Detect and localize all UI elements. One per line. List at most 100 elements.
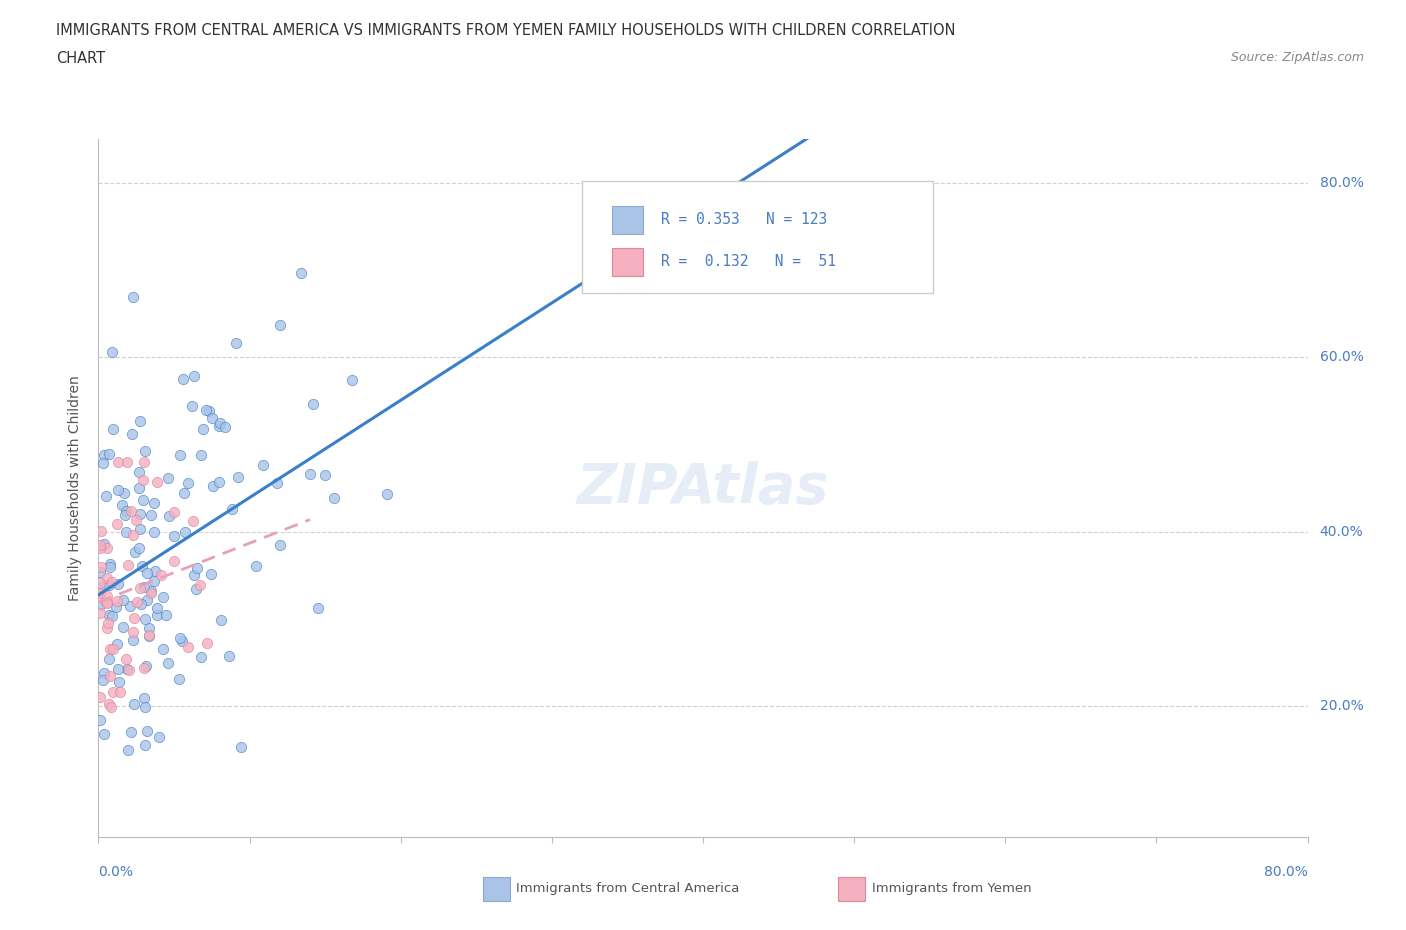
Point [172,371,194,386]
Point [136,592,159,607]
Point [132,691,155,706]
Point [96,571,118,586]
Point [226,470,249,485]
Point [98,652,121,667]
Point [136,566,159,581]
Point [184,581,207,596]
Point [190,649,212,664]
Text: 80.0%: 80.0% [1264,865,1308,879]
Point [118,663,141,678]
Point [195,403,218,418]
Point [104,600,127,615]
Point [98,668,121,683]
Point [121,624,143,639]
FancyBboxPatch shape [838,877,865,901]
Point [107,661,129,676]
Text: IMMIGRANTS FROM CENTRAL AMERICA VS IMMIGRANTS FROM YEMEN FAMILY HOUSEHOLDS WITH : IMMIGRANTS FROM CENTRAL AMERICA VS IMMIG… [56,23,956,38]
Point [163,553,186,568]
Point [94,594,117,609]
Point [132,660,155,675]
Point [122,697,145,711]
Text: 80.0%: 80.0% [1320,176,1364,190]
Point [89,538,111,552]
Point [225,336,247,351]
Point [97,447,120,462]
Text: 40.0%: 40.0% [1320,525,1364,538]
Point [91,673,114,688]
Point [97,615,120,630]
Point [111,619,134,634]
Point [93,727,115,742]
FancyBboxPatch shape [582,181,932,293]
Point [266,476,288,491]
FancyBboxPatch shape [612,206,643,233]
Point [193,421,215,436]
Point [93,666,115,681]
Point [174,525,197,539]
FancyBboxPatch shape [612,247,643,275]
Point [112,485,135,500]
Point [146,607,169,622]
Point [183,369,205,384]
Point [120,599,142,614]
Point [201,478,224,493]
Point [93,537,115,551]
Point [107,674,129,689]
Point [89,606,111,621]
Point [132,473,155,488]
Point [173,485,195,500]
Point [96,595,118,610]
Text: Immigrants from Yemen: Immigrants from Yemen [872,883,1032,895]
Point [128,540,150,555]
Point [146,474,169,489]
Point [107,483,129,498]
Point [138,620,160,635]
Point [314,468,336,483]
Point [138,627,160,642]
Point [115,652,138,667]
Point [111,498,134,512]
Point [117,557,139,572]
Point [128,413,150,428]
Point [150,567,173,582]
Point [96,589,118,604]
Point [90,559,112,574]
Text: CHART: CHART [56,51,105,66]
Text: Source: ZipAtlas.com: Source: ZipAtlas.com [1230,51,1364,64]
Point [129,580,152,595]
Point [122,527,145,542]
Point [132,579,155,594]
Point [221,501,243,516]
Point [115,503,138,518]
Point [90,524,112,538]
Text: 60.0%: 60.0% [1320,351,1364,365]
Point [252,458,274,472]
Point [143,574,166,589]
Point [183,568,205,583]
Point [157,509,180,524]
Text: ZIPAtlas: ZIPAtlas [576,461,830,515]
Point [169,671,191,686]
Point [124,610,146,625]
Point [120,504,142,519]
Point [170,633,193,648]
Point [198,404,221,418]
Point [127,595,149,610]
Point [89,565,111,579]
Point [121,290,143,305]
Point [152,590,174,604]
Point [94,488,117,503]
Point [98,578,121,593]
Point [101,344,124,359]
Point [89,540,111,555]
Point [101,642,124,657]
Point [169,448,191,463]
Point [375,486,398,501]
Point [208,474,231,489]
Point [96,620,118,635]
Point [115,525,138,539]
Point [121,427,143,442]
Point [302,396,325,411]
Point [132,493,155,508]
Point [96,540,118,555]
